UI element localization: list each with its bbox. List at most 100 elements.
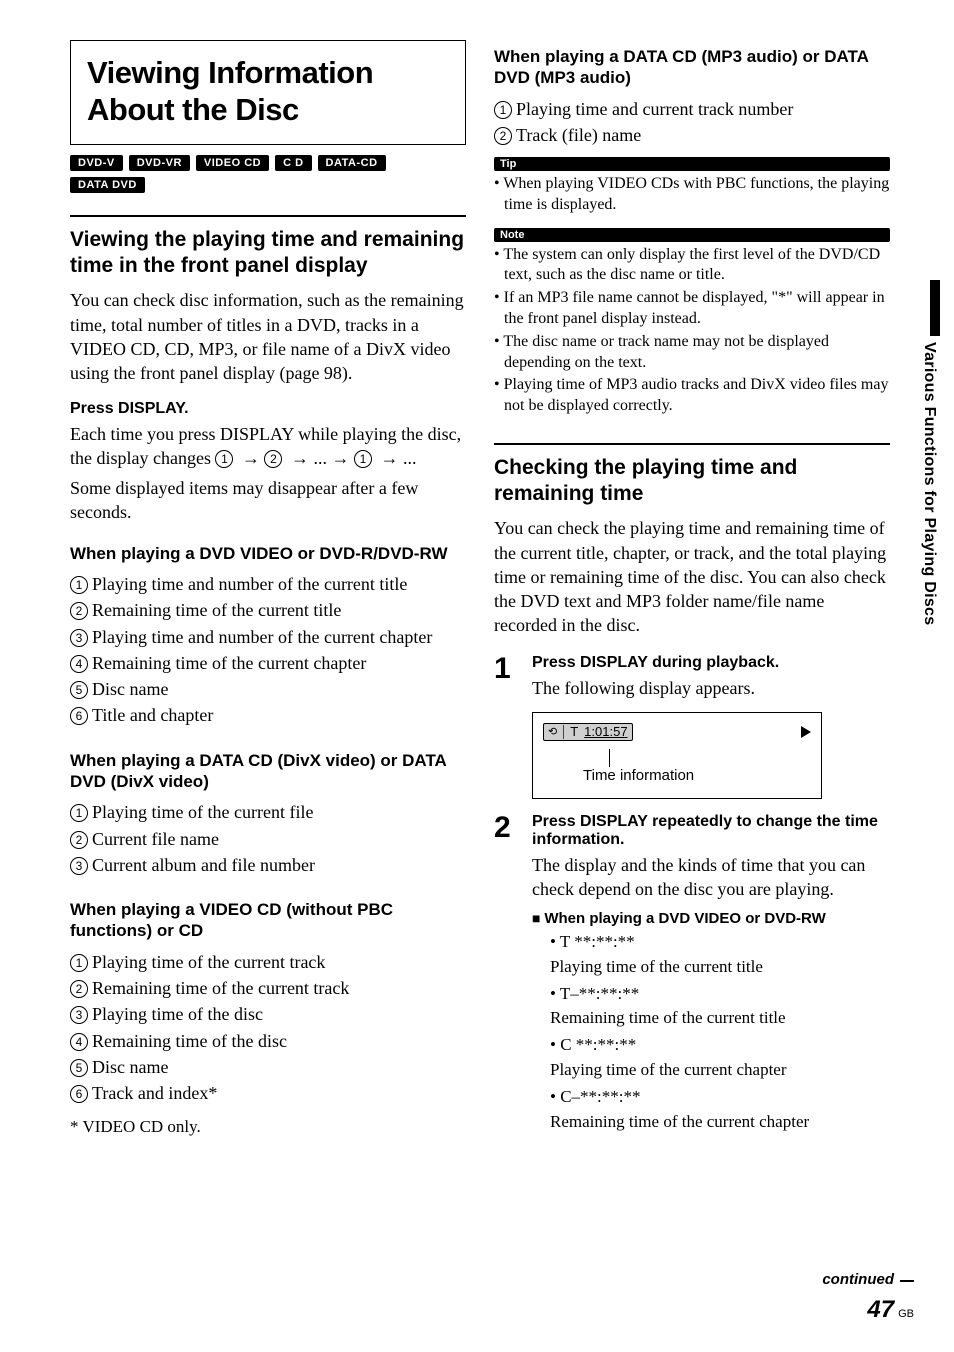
circled-number: 3: [70, 1006, 88, 1024]
list-text: Remaining time of the current title: [92, 600, 341, 620]
tab-bar: [930, 280, 940, 336]
display-time: 1:01:57: [584, 723, 627, 741]
section-rule: [70, 215, 466, 217]
square-heading: When playing a DVD VIDEO or DVD-RW: [532, 910, 890, 927]
list-text: Playing time and number of the current c…: [92, 627, 432, 647]
step-text: The display and the kinds of time that y…: [532, 855, 865, 899]
badge: C D: [275, 155, 311, 171]
list-item: 3Current album and file number: [70, 853, 466, 877]
circled-number: 2: [264, 450, 282, 468]
list-item: 5Disc name: [70, 677, 466, 701]
note-item: If an MP3 file name cannot be displayed,…: [494, 288, 890, 330]
list-text: Disc name: [92, 679, 168, 699]
list-item: 6Track and index*: [70, 1081, 466, 1105]
circled-number: 5: [70, 681, 88, 699]
step: 1 Press DISPLAY during playback. The fol…: [494, 654, 890, 803]
angle-icon: ⟲: [548, 723, 557, 741]
text: → ...: [376, 448, 417, 468]
list-text: Current file name: [92, 829, 219, 849]
badge: DATA-CD: [318, 155, 386, 171]
time-list: C–**:**:**: [532, 1086, 890, 1109]
time-list: T **:**:**: [532, 931, 890, 954]
continued-rule: [900, 1280, 914, 1282]
badge: DVD-V: [70, 155, 123, 171]
circled-number: 5: [70, 1059, 88, 1077]
check-intro: You can check the playing time and remai…: [494, 516, 890, 637]
time-desc: Remaining time of the current title: [550, 1007, 890, 1030]
time-desc: Remaining time of the current chapter: [550, 1111, 890, 1134]
step-text: The following display appears.: [532, 678, 755, 698]
tab-label: Various Functions for Playing Discs: [920, 342, 938, 625]
page-number: 47: [867, 1296, 894, 1324]
circled-number: 6: [70, 707, 88, 725]
circled-number: 4: [70, 1033, 88, 1051]
time-code: T–**:**:**: [550, 983, 890, 1006]
badge: VIDEO CD: [196, 155, 269, 171]
press-display-note: Some displayed items may disappear after…: [70, 476, 466, 525]
circled-number: 4: [70, 655, 88, 673]
subheading: When playing a VIDEO CD (without PBC fun…: [70, 899, 466, 942]
numbered-list: 1Playing time of the current file 2Curre…: [70, 800, 466, 879]
play-icon: [801, 726, 811, 738]
circled-number: 1: [70, 804, 88, 822]
list-item: 3Playing time of the disc: [70, 1002, 466, 1026]
side-tab: Various Functions for Playing Discs: [912, 280, 940, 700]
callout-label: Time information: [583, 767, 811, 784]
step-number: 2: [494, 813, 520, 1138]
list-item: 6Title and chapter: [70, 703, 466, 727]
circled-number: 1: [215, 450, 233, 468]
step-label: Press DISPLAY during playback.: [532, 654, 890, 672]
time-code: T **:**:**: [550, 931, 890, 954]
time-desc: Playing time of the current title: [550, 956, 890, 979]
step-number: 1: [494, 654, 520, 803]
press-display-label: Press DISPLAY.: [70, 400, 466, 418]
circled-number: 2: [70, 831, 88, 849]
note-list: The system can only display the first le…: [494, 245, 890, 419]
step-body: Press DISPLAY during playback. The follo…: [532, 654, 890, 803]
tip-item: When playing VIDEO CDs with PBC function…: [494, 174, 890, 216]
subheading: When playing a DATA CD (MP3 audio) or DA…: [494, 46, 890, 89]
note-item: The disc name or track name may not be d…: [494, 332, 890, 374]
display-top-row: ⟲ T 1:01:57: [543, 723, 811, 741]
page-region: GB: [898, 1308, 914, 1320]
list-item: 1Playing time and number of the current …: [70, 572, 466, 596]
list-item: 2Track (file) name: [494, 123, 890, 147]
note-item: Playing time of MP3 audio tracks and Div…: [494, 375, 890, 417]
list-item: 2Remaining time of the current track: [70, 976, 466, 1000]
subheading: When playing a DVD VIDEO or DVD-R/DVD-RW: [70, 543, 466, 564]
circled-number: 1: [494, 101, 512, 119]
circled-number: 1: [354, 450, 372, 468]
list-text: Remaining time of the current chapter: [92, 653, 366, 673]
list-text: Title and chapter: [92, 705, 213, 725]
list-text: Playing time of the current track: [92, 952, 325, 972]
circled-number: 2: [70, 980, 88, 998]
badge: DATA DVD: [70, 177, 145, 193]
step: 2 Press DISPLAY repeatedly to change the…: [494, 813, 890, 1138]
left-column: Viewing Information About the Disc DVD-V…: [70, 40, 466, 1148]
footnote: * VIDEO CD only.: [70, 1117, 466, 1137]
list-text: Track and index*: [92, 1083, 217, 1103]
right-column: When playing a DATA CD (MP3 audio) or DA…: [494, 40, 890, 1148]
press-display-body: Each time you press DISPLAY while playin…: [70, 422, 466, 471]
list-text: Remaining time of the current track: [92, 978, 349, 998]
circled-number: 3: [70, 629, 88, 647]
section-rule: [494, 443, 890, 445]
time-list: T–**:**:**: [532, 983, 890, 1006]
list-item: 4Remaining time of the current chapter: [70, 651, 466, 675]
page-title: Viewing Information About the Disc: [87, 55, 449, 128]
tip-list: When playing VIDEO CDs with PBC function…: [494, 174, 890, 218]
note-item: The system can only display the first le…: [494, 245, 890, 287]
page-footer: 47 GB: [867, 1296, 914, 1324]
badge: DVD-VR: [129, 155, 190, 171]
page-content: Viewing Information About the Disc DVD-V…: [70, 40, 890, 1148]
list-item: 2Current file name: [70, 827, 466, 851]
list-item: 4Remaining time of the disc: [70, 1029, 466, 1053]
numbered-list: 1Playing time and number of the current …: [70, 572, 466, 730]
section-heading: Viewing the playing time and remaining t…: [70, 227, 466, 278]
continued-label: continued: [822, 1271, 894, 1288]
note-pill: Note: [494, 228, 890, 242]
list-item: 5Disc name: [70, 1055, 466, 1079]
circled-number: 1: [70, 954, 88, 972]
numbered-list: 1Playing time and current track number 2…: [494, 97, 890, 150]
time-code: C **:**:**: [550, 1034, 890, 1057]
